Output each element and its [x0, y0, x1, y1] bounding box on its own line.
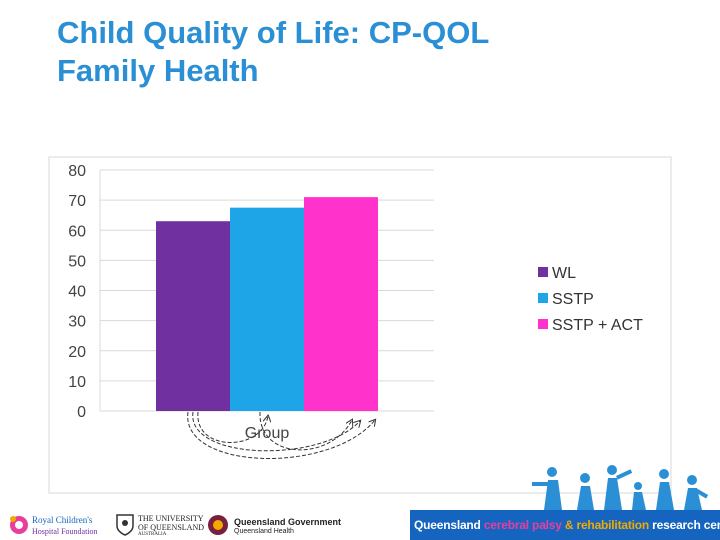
- arrow-wl-to-act-2: [192, 411, 360, 452]
- x-axis-label: Group: [245, 425, 290, 442]
- queensland-government-logo: Queensland Government Queensland Health: [206, 513, 402, 537]
- y-tick-label: 30: [68, 314, 86, 331]
- uq-logo-line2: OF QUEENSLAND: [138, 523, 204, 532]
- qg-logo-line2: Queensland Health: [234, 528, 294, 535]
- rc-logo-line2: Hospital Foundation: [32, 527, 98, 536]
- uq-logo-line3: AUSTRALIA: [138, 532, 167, 537]
- y-tick-label: 0: [77, 404, 86, 421]
- legend: WL SSTP SSTP + ACT: [538, 265, 643, 334]
- qg-logo-line1: Queensland Government: [234, 517, 342, 527]
- bar-chart: 0 10 20 30 40 50 60 70 80 Group WL SSTP SSTP + ACT: [48, 156, 672, 494]
- comparison-arrows: [187, 411, 375, 460]
- rc-logo-line1: Royal Children's: [32, 515, 93, 525]
- y-tick-label: 60: [68, 223, 86, 240]
- uq-logo: THE UNIVERSITY OF QUEENSLAND AUSTRALIA: [116, 513, 204, 537]
- bars: [156, 197, 378, 411]
- footer-logos: Royal Children's Hospital Foundation THE…: [0, 510, 410, 540]
- y-tick-label: 50: [68, 253, 86, 270]
- slide-title: Child Quality of Life: CP-QOL Family Hea…: [57, 14, 489, 90]
- arrow-wl-to-act: [187, 411, 375, 460]
- bar-sstp: [230, 207, 304, 411]
- legend-label: SSTP: [552, 291, 594, 308]
- arrow-wl-to-sstp: [197, 411, 268, 443]
- children-silhouettes-logo: [532, 465, 709, 510]
- y-tick-label: 10: [68, 374, 86, 391]
- crest-icon: [116, 514, 134, 536]
- chart-area: [48, 156, 672, 494]
- royal-childrens-logo: Royal Children's Hospital Foundation: [6, 513, 110, 537]
- tagline-part2: cerebral palsy: [483, 518, 565, 532]
- flower-icon: [10, 516, 28, 534]
- research-centre-tagline: Queensland cerebral palsy & rehabilitati…: [414, 518, 720, 532]
- footer-bar: Royal Children's Hospital Foundation THE…: [0, 510, 720, 540]
- slide-title-line1: Child Quality of Life: CP-QOL: [57, 15, 490, 50]
- tagline-part3: & rehabilitation: [564, 518, 653, 532]
- y-tick-label: 40: [68, 284, 86, 301]
- legend-swatch: [538, 293, 548, 303]
- tagline-part1: Queensland: [414, 518, 484, 532]
- y-tick-label: 80: [68, 163, 86, 180]
- slide-title-line2: Family Health: [57, 53, 259, 88]
- y-tick-label: 20: [68, 344, 86, 361]
- legend-swatch: [538, 267, 548, 277]
- arrow-sstp-to-act: [259, 411, 352, 451]
- y-tick-label: 70: [68, 193, 86, 210]
- uq-logo-line1: THE UNIVERSITY: [138, 514, 204, 523]
- bar-sstp-act: [304, 197, 378, 411]
- coat-of-arms-icon: [208, 515, 228, 535]
- legend-label: SSTP + ACT: [552, 317, 643, 334]
- bar-wl: [156, 221, 230, 411]
- legend-swatch: [538, 319, 548, 329]
- tagline-part4: research centre: [652, 518, 720, 532]
- legend-label: WL: [552, 265, 576, 282]
- y-axis-ticks: 0 10 20 30 40 50 60 70 80: [68, 163, 86, 421]
